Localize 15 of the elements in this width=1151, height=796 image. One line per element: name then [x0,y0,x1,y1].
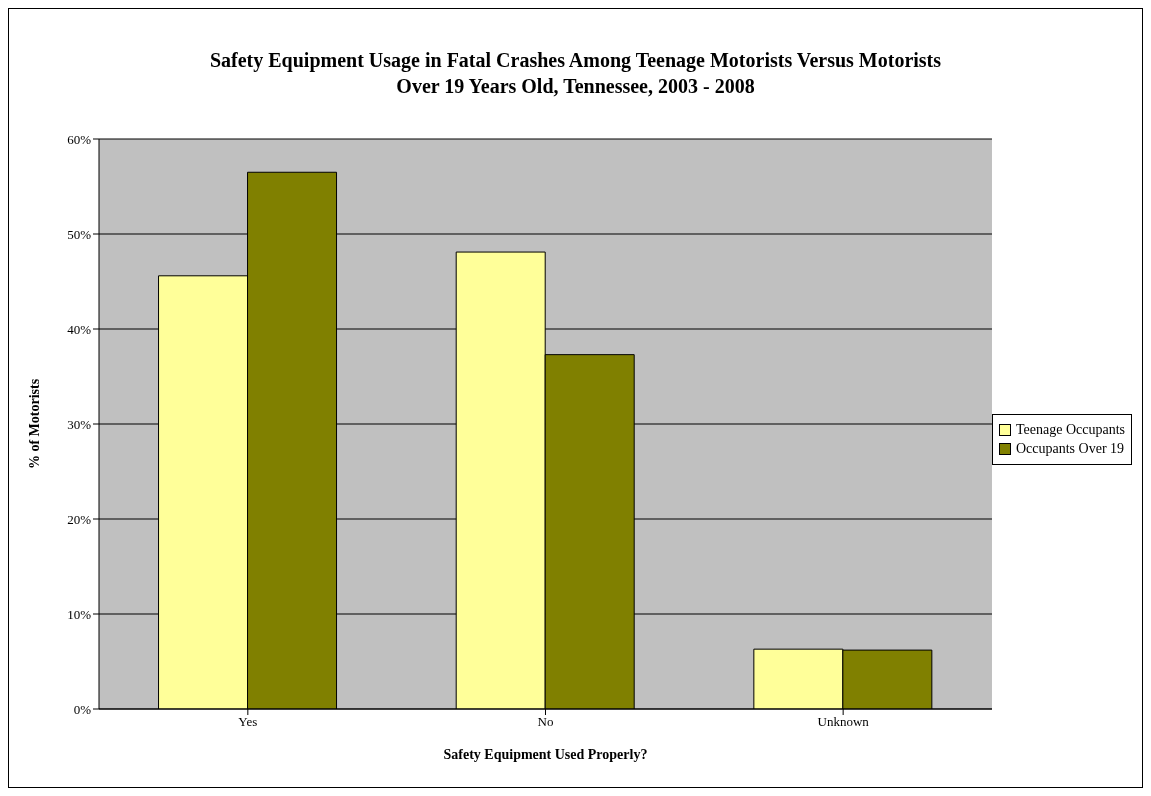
y-tick-label: 30% [67,416,92,432]
y-axis-title: % of Motorists [26,378,42,470]
y-tick-label: 20% [67,511,92,527]
y-tick-label: 0% [73,701,92,717]
x-axis-title: Safety Equipment Used Properly? [443,747,648,762]
y-tick-label: 10% [67,606,92,622]
x-tick-label: Yes [238,714,258,730]
y-tick-label: 60% [67,131,92,147]
x-tick-label: Unknown [817,714,870,730]
y-tick-label: 40% [67,321,92,337]
y-tick-label: 50% [67,226,92,242]
chart-title: Safety Equipment Usage in Fatal Crashes Among Teenage Motorists Versus Motorists Over 19 Years Old, Tennessee, 2003 - 2008 [208,48,943,99]
legend-label: Teenage Occupants [1015,421,1125,438]
x-tick-label: No [537,714,554,730]
legend-label: Occupants Over 19 [1015,440,1125,457]
